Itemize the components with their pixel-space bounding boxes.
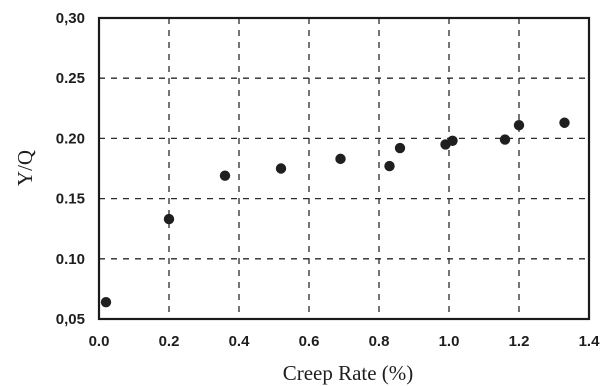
x-tick-label: 0.4 bbox=[229, 333, 251, 350]
plot-frame bbox=[97, 16, 591, 321]
x-tick-label: 0.0 bbox=[89, 333, 110, 350]
y-tick-label: 0.10 bbox=[56, 251, 85, 268]
x-tick-label: 0.8 bbox=[369, 333, 390, 350]
data-point bbox=[100, 296, 112, 308]
x-axis-ticks: 0.0 0.2 0.4 0.6 0.8 1.0 1.2 1.4 bbox=[89, 333, 600, 350]
data-points bbox=[100, 117, 570, 308]
data-point bbox=[335, 153, 346, 165]
x-tick-label: 1.2 bbox=[509, 333, 530, 350]
data-point bbox=[447, 135, 458, 147]
data-point bbox=[163, 213, 175, 225]
data-point bbox=[559, 117, 570, 128]
x-tick-label: 1.4 bbox=[579, 333, 600, 350]
y-tick-label: 0.15 bbox=[56, 191, 85, 208]
data-point bbox=[275, 163, 287, 174]
y-tick-label: 0,05 bbox=[56, 311, 85, 328]
y-tick-label: 0,30 bbox=[56, 10, 85, 27]
data-point bbox=[513, 119, 525, 131]
data-point bbox=[219, 170, 231, 181]
y-axis-title: Y/Q bbox=[13, 150, 37, 186]
y-axis-ticks: 0,05 0.10 0.15 0.20 0.25 0,30 bbox=[56, 10, 85, 328]
x-tick-label: 1.0 bbox=[439, 333, 460, 350]
grid-layer bbox=[99, 18, 589, 319]
y-tick-label: 0.25 bbox=[56, 70, 85, 87]
x-axis-title: Creep Rate (%) bbox=[283, 361, 414, 385]
data-point bbox=[384, 160, 395, 172]
x-tick-label: 0.2 bbox=[159, 333, 180, 350]
y-tick-label: 0.20 bbox=[56, 130, 85, 147]
x-tick-label: 0.6 bbox=[299, 333, 320, 350]
data-point bbox=[394, 142, 406, 154]
data-point bbox=[499, 134, 511, 145]
